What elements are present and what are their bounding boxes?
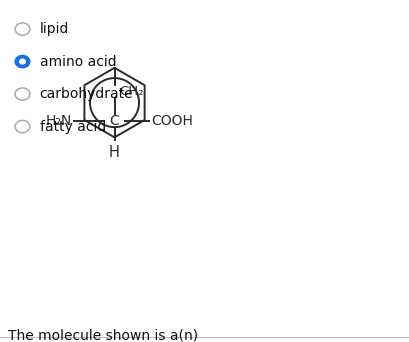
Text: The molecule shown is a(n): The molecule shown is a(n)	[8, 328, 198, 342]
Text: C: C	[110, 114, 119, 128]
Text: amino acid: amino acid	[40, 55, 116, 68]
Circle shape	[15, 55, 30, 68]
Text: H₂N: H₂N	[45, 114, 72, 128]
Text: H: H	[109, 145, 120, 160]
Text: carbohydrate: carbohydrate	[40, 87, 133, 101]
Text: lipid: lipid	[40, 22, 69, 36]
Text: COOH: COOH	[151, 114, 193, 128]
Circle shape	[20, 59, 25, 64]
Text: CH₂: CH₂	[119, 85, 144, 98]
Text: fatty acid: fatty acid	[40, 120, 106, 133]
